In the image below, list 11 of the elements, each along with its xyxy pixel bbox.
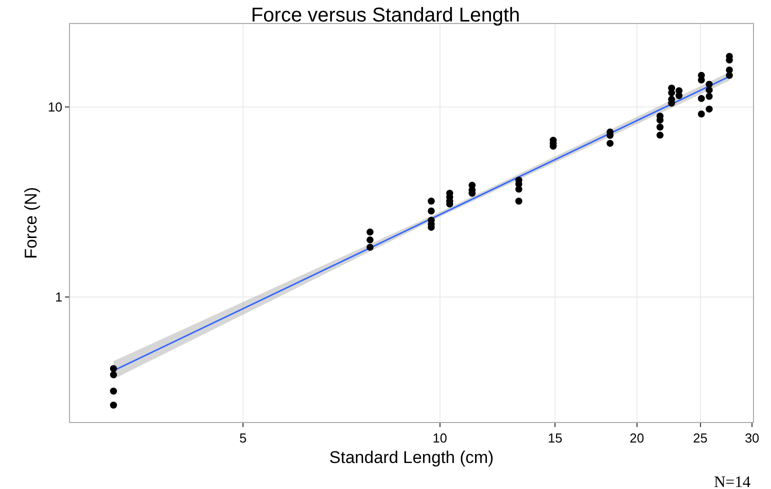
text: N=14 [714,474,751,489]
y-tick-label: 1 [55,290,62,305]
x-tick-label: 5 [239,430,247,446]
x-tick-label: 10 [432,430,448,446]
chart-title: Force versus Standard Length [250,4,520,26]
x-tick-label: 30 [744,430,760,446]
x-tick-label: 15 [548,430,562,446]
x-tick-label: 25 [693,430,708,446]
x-tick-label: 20 [630,430,644,446]
y-axis-title: Force (N) [21,187,40,259]
x-axis-title: Standard Length (cm) [329,448,494,467]
